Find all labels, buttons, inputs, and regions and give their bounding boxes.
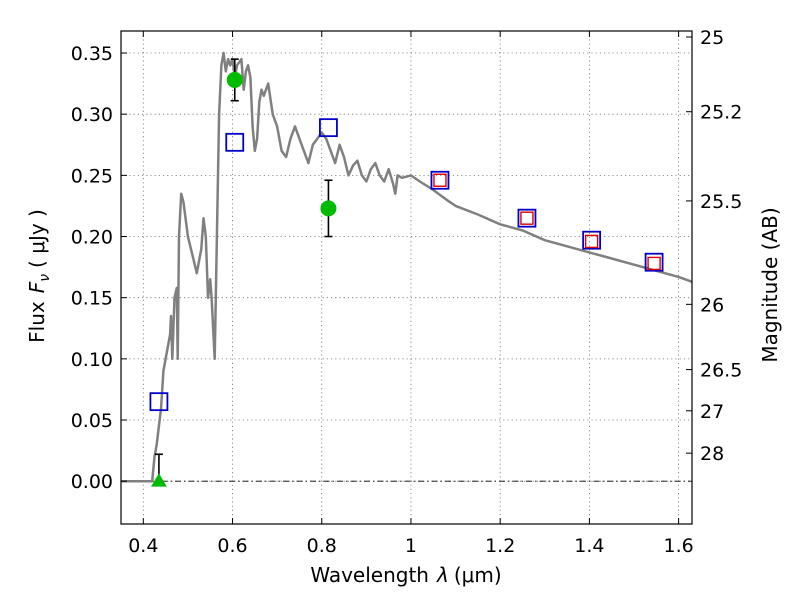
y-tick-label: 0.05 xyxy=(71,410,113,432)
predicted-band-square xyxy=(647,256,661,271)
y-tick-label: 0.10 xyxy=(71,349,113,371)
x-axis-symbol: λ xyxy=(436,563,449,587)
y-tick-label: 0.35 xyxy=(71,43,113,65)
model-band-square xyxy=(430,170,450,190)
plot-frame xyxy=(120,30,693,525)
x-tick-label: 0.8 xyxy=(307,535,337,557)
observed-flux-point xyxy=(320,200,337,217)
model-band-square xyxy=(149,392,169,412)
y-tick-label: 0.15 xyxy=(71,288,113,310)
predicted-band-square xyxy=(433,173,447,187)
upper-limit-triangle xyxy=(151,473,167,487)
model-band-square xyxy=(644,252,664,272)
y-tick-label: 0.30 xyxy=(71,104,113,126)
x-tick-label: 0.4 xyxy=(128,535,158,557)
data-markers xyxy=(149,58,664,487)
x-axis-label-text: Wavelength xyxy=(310,563,429,587)
y2-axis-label: Magnitude (AB) xyxy=(758,207,782,362)
y-axis-label: Flux Fν ( μJy ) xyxy=(25,209,53,343)
x-tick-label: 1 xyxy=(405,535,417,557)
x-tick-label: 1.6 xyxy=(664,535,694,557)
y-tick-label: 0.25 xyxy=(71,165,113,187)
y2-tick-label: 25.5 xyxy=(700,191,742,213)
x-tick-label: 1.2 xyxy=(485,535,515,557)
y-axis-symbol: F xyxy=(25,281,49,293)
predicted-band-square xyxy=(520,211,534,225)
model-band-square xyxy=(517,208,537,228)
x-tick-label: 1.4 xyxy=(574,535,604,557)
y2-tick-label: 28 xyxy=(700,443,724,465)
y-tick-label: 0.00 xyxy=(71,471,113,493)
y-axis-label-text: Flux xyxy=(25,301,49,343)
y2-tick-label: 26 xyxy=(700,294,724,316)
y2-tick-label: 25 xyxy=(700,27,724,49)
model-band-square xyxy=(582,230,602,250)
observed-flux-point xyxy=(226,71,243,88)
axis-ticks: 0.4 0.6 0.8 1 1.2 1.4 1.6 0.00 0.05 0.10 0.15 0.20 0… xyxy=(71,27,743,557)
x-tick-label: 0.6 xyxy=(217,535,247,557)
y2-tick-label: 25.2 xyxy=(700,102,742,124)
predicted-band-square xyxy=(584,234,599,249)
y2-tick-label: 27 xyxy=(700,401,724,423)
y-tick-label: 0.20 xyxy=(71,227,113,249)
model-band-square xyxy=(319,118,338,138)
y-axis-unit: ( μJy ) xyxy=(25,209,49,268)
x-axis-unit: (μm) xyxy=(454,563,502,587)
model-spectrum-line xyxy=(121,51,693,483)
y-axis-subscript: ν xyxy=(37,274,53,282)
x-axis-label: Wavelength λ (μm) xyxy=(310,563,501,587)
model-band-square xyxy=(225,132,245,152)
y2-tick-label: 26.5 xyxy=(700,360,742,382)
